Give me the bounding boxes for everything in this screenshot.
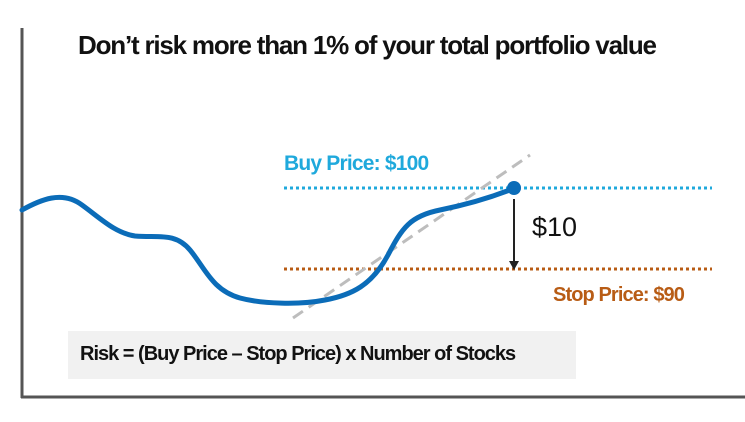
formula-box: Risk = (Buy Price – Stop Price) x Number… <box>68 331 576 379</box>
trend-line <box>292 153 531 320</box>
risk-formula: Risk = (Buy Price – Stop Price) x Number… <box>80 343 516 365</box>
diagram-title: Don’t risk more than 1% of your total po… <box>78 30 657 60</box>
difference-arrow-head <box>509 261 519 270</box>
stop-price-label: Stop Price: $90 <box>553 284 685 306</box>
buy-point-marker <box>507 181 521 195</box>
price-curve <box>19 185 518 306</box>
price-difference-label: $10 <box>532 212 578 242</box>
buy-price-label: Buy Price: $100 <box>284 152 429 175</box>
